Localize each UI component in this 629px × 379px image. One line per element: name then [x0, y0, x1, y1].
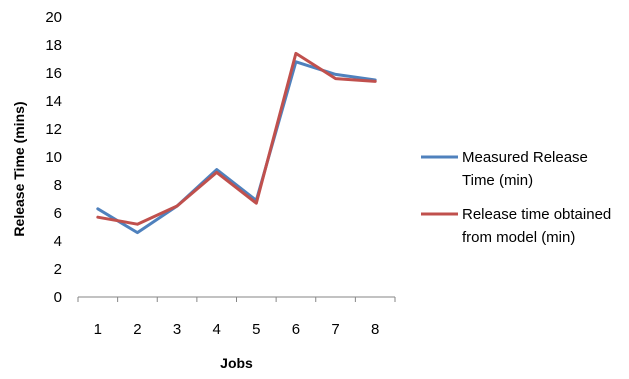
series-lines: [96, 51, 377, 235]
y-tick-label: 12: [45, 121, 62, 138]
y-tick-label: 16: [45, 65, 62, 82]
x-tick-label: 6: [292, 321, 300, 338]
y-tick-label: 6: [54, 205, 62, 222]
x-tick-label: 7: [331, 321, 339, 338]
y-tick-label: 18: [45, 37, 62, 54]
legend: Measured Release Time (min) Release time o…: [421, 149, 611, 246]
series-line-1: [96, 60, 377, 235]
x-tick-label: 4: [213, 321, 221, 338]
series-line-2: [96, 51, 377, 226]
y-axis-title: Release Time (mins): [11, 101, 27, 236]
y-tick-label: 20: [45, 9, 62, 26]
x-axis-tick-labels: 1 2 3 4 5 6 7 8: [94, 321, 380, 338]
x-axis-title: Jobs: [220, 355, 253, 371]
y-tick-label: 10: [45, 149, 62, 166]
y-tick-label: 0: [54, 289, 62, 306]
y-tick-label: 8: [54, 177, 62, 194]
x-tick-label: 3: [173, 321, 181, 338]
x-tick-label: 5: [252, 321, 260, 338]
x-tick-label: 1: [94, 321, 102, 338]
legend-label-2: Release time obtained: [462, 206, 611, 223]
y-axis-tick-labels: 0 2 4 6 8 10 12 14 16 18 20: [45, 9, 62, 306]
y-tick-label: 4: [54, 233, 62, 250]
x-tick-label: 2: [133, 321, 141, 338]
y-tick-label: 14: [45, 93, 62, 110]
y-tick-label: 2: [54, 261, 62, 278]
x-axis-ticks: [77, 297, 396, 302]
legend-label-1: Time (min): [462, 172, 533, 189]
legend-label-2: from model (min): [462, 229, 575, 246]
legend-label-1: Measured Release: [462, 149, 588, 166]
x-tick-label: 8: [371, 321, 379, 338]
